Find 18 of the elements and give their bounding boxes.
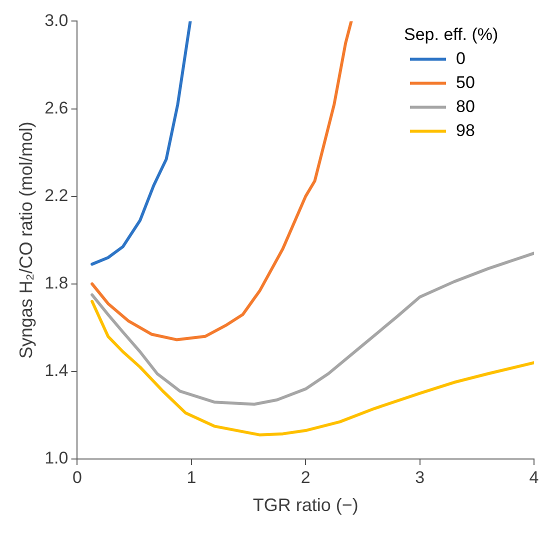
- x-tick-label: 0: [72, 468, 82, 487]
- x-tick-label: 3: [415, 468, 425, 487]
- y-tick-label: 1.4: [44, 361, 68, 380]
- y-tick-label: 1.8: [44, 274, 68, 293]
- x-tick-label: 4: [529, 468, 539, 487]
- y-tick-label: 2.2: [44, 186, 68, 206]
- legend-title: Sep. eff. (%): [404, 24, 498, 44]
- legend-label: 50: [456, 72, 475, 92]
- y-tick-label: 2.6: [44, 98, 68, 118]
- x-axis-title: TGR ratio (−): [252, 495, 358, 516]
- legend-label: 80: [456, 96, 475, 116]
- y-tick-label: 1.0: [44, 448, 68, 468]
- x-tick-label: 1: [186, 468, 196, 487]
- y-tick-label: 3.0: [44, 10, 68, 30]
- legend-label: 0: [456, 48, 466, 68]
- legend-label: 98: [456, 120, 475, 140]
- y-axis-title: Syngas H₂/CO ratio (mol/mol): [16, 122, 36, 359]
- x-tick-label: 2: [300, 468, 310, 487]
